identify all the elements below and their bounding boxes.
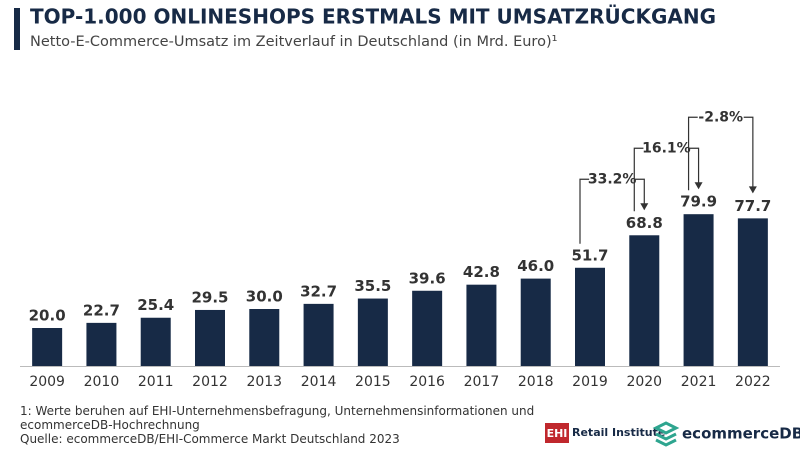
value-label: 29.5 [191,288,228,306]
bar [86,322,117,366]
value-label: 32.7 [300,282,337,300]
ehi-logo-text: EHI [547,427,568,440]
bar [303,303,334,366]
x-tick-label: 2009 [29,374,65,390]
x-tick-label: 2011 [138,374,174,390]
bar [32,328,63,366]
bar [737,218,768,366]
x-tick-label: 2022 [735,374,771,390]
ehi-logo-name: Retail Institute [572,426,665,439]
growth-arrowhead [748,186,757,194]
x-tick-label: 2021 [681,374,717,390]
bar [520,278,551,366]
growth-label-bg [643,139,690,158]
x-tick-label: 2019 [572,374,608,390]
bar [683,214,714,366]
footnote: 1: Werte beruhen auf EHI-Unternehmensbef… [20,404,535,432]
value-label: 20.0 [29,307,66,325]
x-tick-label: 2017 [464,374,500,390]
growth-label-bg [589,170,636,189]
bar [466,284,497,366]
value-label: 42.8 [463,263,500,281]
x-tick-label: 2015 [355,374,391,390]
growth-label: 33.2% [588,171,637,187]
value-label: 30.0 [246,288,283,306]
value-label: 35.5 [354,277,391,295]
x-tick-label: 2020 [626,374,662,390]
source: Quelle: ecommerceDB/EHI-Commerce Markt D… [20,432,400,446]
growth-label-bg [697,108,744,127]
bar [195,309,225,366]
bar [575,267,605,366]
x-tick-label: 2014 [301,374,337,390]
growth-arrowhead [640,203,649,211]
value-label: 46.0 [517,257,554,275]
x-tick-label: 2013 [246,374,282,390]
value-label: 22.7 [83,301,120,319]
bar [140,317,171,366]
x-tick-label: 2012 [192,374,228,390]
value-label: 39.6 [409,269,446,287]
growth-label: 16.1% [642,140,691,156]
x-tick-label: 2010 [84,374,120,390]
chart-title: TOP-1.000 ONLINESHOPS ERSTMALS MIT UMSAT… [30,5,716,29]
chart-subtitle: Netto-E-Commerce-Umsatz im Zeitverlauf i… [30,34,558,50]
value-label: 25.4 [137,296,174,314]
x-tick-label: 2018 [518,374,554,390]
bar [412,290,443,366]
bar [629,235,660,366]
title-accent [14,8,20,50]
growth-arrowhead [694,182,703,190]
ehi-logo-box [545,423,569,443]
value-label: 77.7 [734,197,771,215]
value-label: 79.9 [680,193,717,211]
x-tick-label: 2016 [409,374,445,390]
value-label: 51.7 [571,246,608,264]
bar [357,298,388,366]
value-label: 68.8 [626,214,663,232]
bar [249,309,280,366]
growth-label: -2.8% [698,109,743,125]
ecommercedb-icon [652,421,680,447]
ecommercedb-logo-text: ecommerceDB [682,425,800,443]
